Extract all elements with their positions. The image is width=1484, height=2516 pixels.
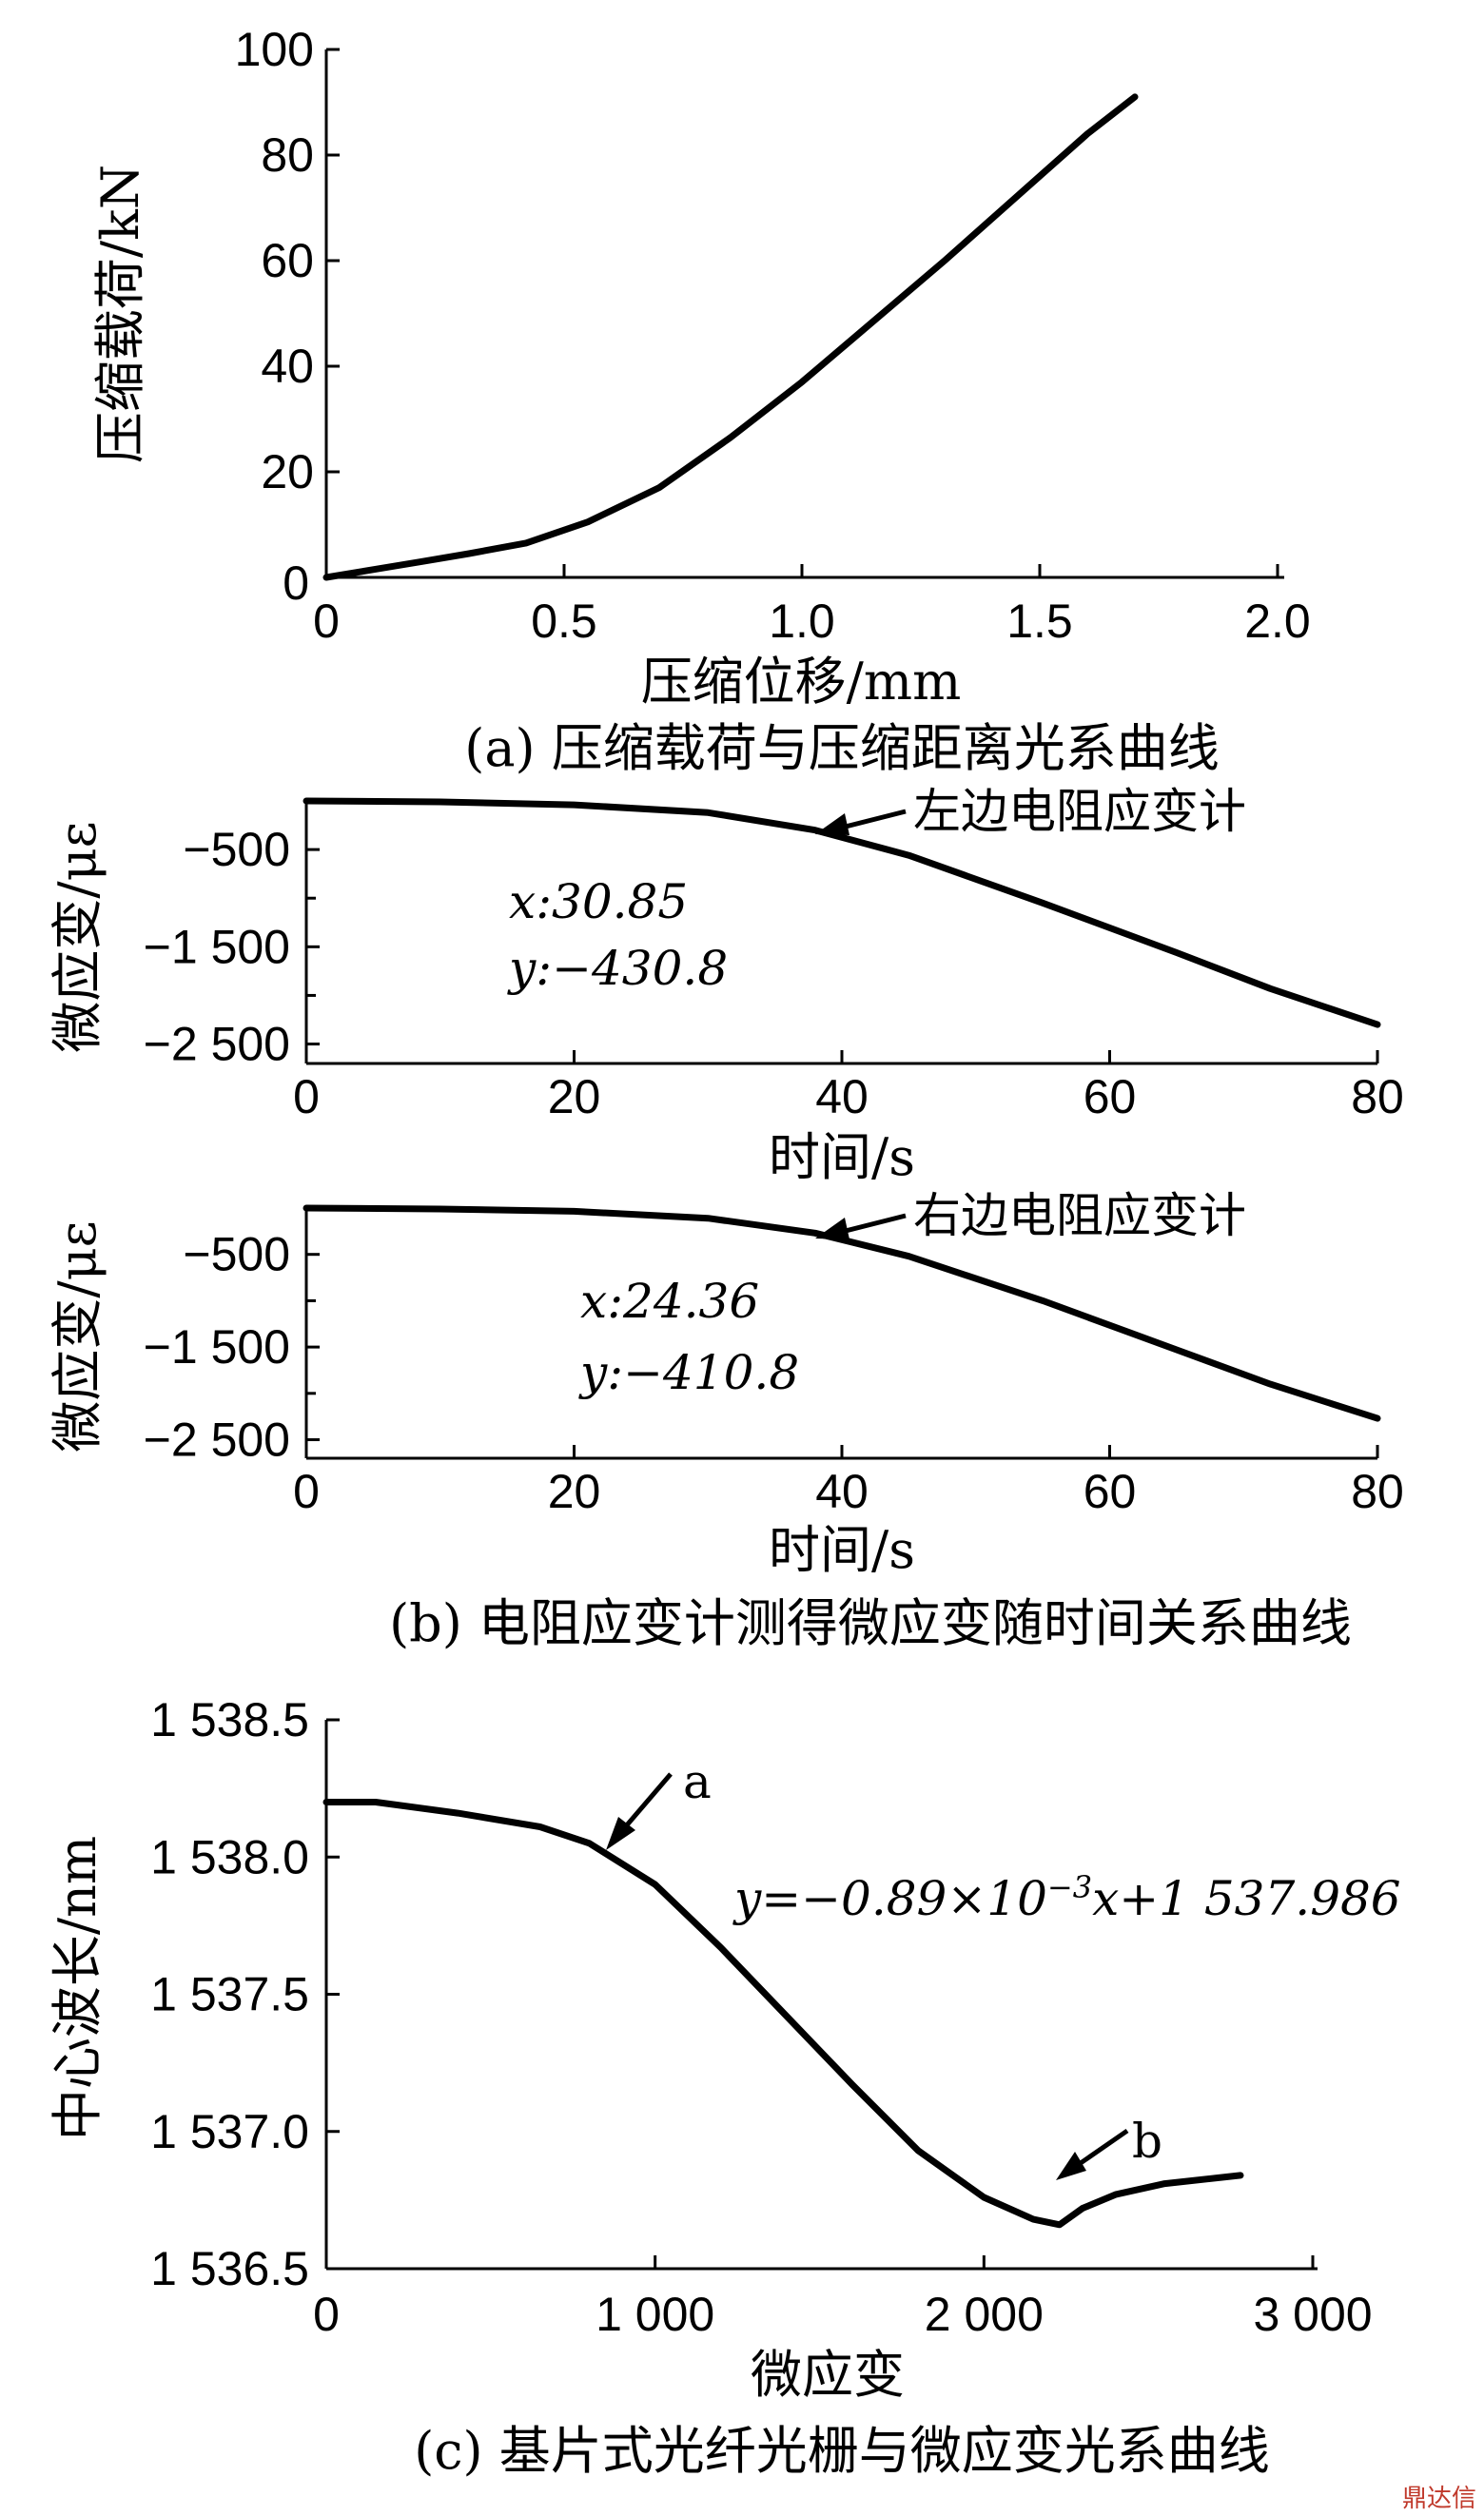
panel-c-caption: (c) 基片式光纤光栅与微应变光系曲线 (414, 2421, 1270, 2481)
panel-a-load-curve (322, 93, 1139, 581)
panel-b1-readout-x: x:30.85 (509, 874, 688, 929)
panel-b-right: 0 20 40 60 80 −500 −1 500 −2 500 右边电阻应变计 x:24.3… (48, 1188, 1404, 1653)
panel-b2-readout-x: x:24.36 (580, 1274, 759, 1329)
panel-c-y-label: 中心波长/nm (48, 1836, 107, 2140)
panel-a-x-tick-label: 0.5 (531, 595, 597, 648)
panel-b-left: 0 20 40 60 80 −500 −1 500 −2 500 左边电阻应变计 x:30.8… (48, 784, 1404, 1187)
panel-a-origin-label: 0 (283, 556, 309, 610)
panel-b1-y-tick-label: −500 (183, 823, 290, 876)
panel-b2-x-tick-label: 80 (1351, 1465, 1404, 1518)
panel-c-point-a-label: a (683, 1754, 712, 1809)
panel-c-x-label: 微应变 (751, 2345, 905, 2405)
panel-c-arrowhead-b-icon (1056, 2152, 1086, 2180)
panel-b2-arrowhead-icon (815, 1218, 849, 1239)
panel-c-x-tick-label: 0 (313, 2288, 340, 2341)
panel-a-x-tick-label: 1.5 (1006, 595, 1073, 648)
panel-b2-y-tick-label: −2 500 (144, 1414, 290, 1467)
panel-c-arrowhead-a-icon (606, 1817, 635, 1850)
panel-a-y-tick-label: 40 (261, 340, 314, 393)
panel-b1-x-tick-label: 40 (815, 1070, 869, 1123)
panel-c-y-tick-label: 1 538.0 (150, 1830, 309, 1883)
panel-a-y-tick-label: 80 (261, 128, 314, 182)
panel-b1-annotation: 左边电阻应变计 (913, 784, 1246, 839)
panel-c-x-tick-label: 1 000 (596, 2288, 714, 2341)
panel-b2-y-tick-label: −500 (183, 1228, 290, 1281)
panel-b1-y-tick-label: −1 500 (144, 920, 290, 973)
panel-b1-x-label: 时间/s (769, 1127, 915, 1187)
panel-c: 0 1 000 2 000 3 000 1 536.5 1 537.0 1 537.5 1 5… (48, 1693, 1401, 2481)
panel-a-y-tick-label: 60 (261, 234, 314, 287)
panel-b2-x-tick-label: 60 (1084, 1465, 1137, 1518)
panel-b1-x-tick-label: 80 (1351, 1070, 1404, 1123)
panel-c-equation: y=−0.89×10−3x+1 537.986 (732, 1869, 1401, 1926)
panel-b2-x-tick-label: 0 (293, 1465, 320, 1518)
panel-b2-y-label: 微应变/με (48, 1220, 107, 1452)
panel-a-x-tick-label: 2.0 (1244, 595, 1311, 648)
panel-a-x-tick-label: 0 (313, 595, 340, 648)
panel-a-y-tick-label: 100 (235, 23, 314, 76)
panel-a-y-label: 压缩载荷/kN (90, 165, 150, 463)
panel-c-x-tick-label: 3 000 (1253, 2288, 1372, 2341)
panel-a-x-tick-label: 1.0 (769, 595, 835, 648)
panel-b1-x-tick-label: 20 (548, 1070, 601, 1123)
panel-b1-y-label: 微应变/με (48, 821, 107, 1052)
panel-b1-arrowhead-icon (815, 813, 849, 835)
panel-b2-strain-curve (303, 1204, 1381, 1422)
panel-a-caption: (a) 压缩载荷与压缩距离光系曲线 (464, 718, 1220, 778)
panel-c-y-tick-label: 1 537.0 (150, 2105, 309, 2158)
panel-b1-x-tick-label: 60 (1084, 1070, 1137, 1123)
panel-b2-readout-y: y:−410.8 (578, 1345, 799, 1400)
panel-b2-x-tick-label: 40 (815, 1465, 869, 1518)
panel-c-wavelength-curve (322, 1799, 1244, 2229)
panel-b2-x-tick-label: 20 (548, 1465, 601, 1518)
panel-c-y-tick-label: 1 538.5 (150, 1693, 309, 1746)
panel-c-point-b-label: b (1132, 2114, 1162, 2169)
panel-a-x-label: 压缩位移/mm (641, 652, 962, 712)
panel-b1-y-tick-label: −2 500 (144, 1018, 290, 1071)
panel-b1-x-tick-label: 0 (293, 1070, 320, 1123)
watermark-logo: 鼎达信 (1401, 2485, 1476, 2513)
panel-b1-readout-y: y:−430.8 (507, 941, 728, 996)
panel-c-x-tick-label: 2 000 (925, 2288, 1044, 2341)
panel-c-y-tick-label: 1 537.5 (150, 1968, 309, 2021)
panel-c-y-tick-label: 1 536.5 (150, 2242, 309, 2295)
panel-b-caption: (b) 电阻应变计测得微应变随时间关系曲线 (389, 1593, 1352, 1653)
panel-a: 0 0.5 1.0 1.5 2.0 20 40 60 80 100 0 压缩载荷/kN 压缩位移/m… (90, 23, 1311, 778)
panel-b2-y-tick-label: −1 500 (144, 1320, 290, 1374)
panel-b2-x-label: 时间/s (769, 1520, 915, 1580)
panel-b1-strain-curve (303, 797, 1381, 1028)
panel-a-y-tick-label: 20 (261, 445, 314, 498)
panel-b2-annotation: 右边电阻应变计 (913, 1188, 1246, 1243)
